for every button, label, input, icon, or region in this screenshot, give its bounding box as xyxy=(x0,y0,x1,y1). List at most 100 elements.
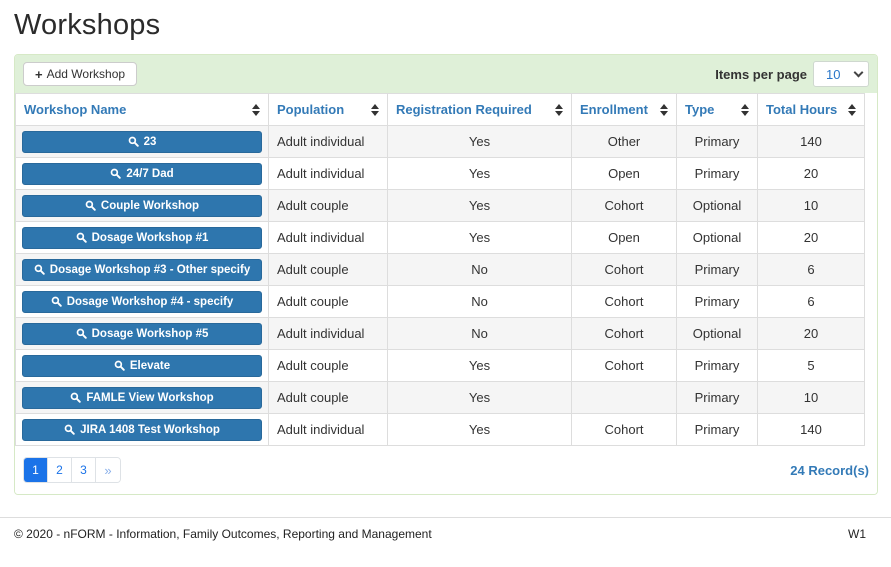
sort-icon xyxy=(555,103,563,116)
registration-required-cell: No xyxy=(387,253,572,286)
search-icon xyxy=(85,200,96,211)
workshop-name-label: Dosage Workshop #3 - Other specify xyxy=(49,263,251,276)
table-row: Dosage Workshop #5 Adult individual No C… xyxy=(15,317,865,350)
enrollment-cell: Cohort xyxy=(571,253,677,286)
environment-label: W1 xyxy=(848,527,866,541)
column-header-type[interactable]: Type xyxy=(676,93,758,126)
column-header-population[interactable]: Population xyxy=(268,93,388,126)
workshop-name-cell: JIRA 1408 Test Workshop xyxy=(15,413,269,446)
population-cell: Adult individual xyxy=(268,157,388,190)
workshop-link-button[interactable]: Dosage Workshop #1 xyxy=(22,226,262,249)
type-cell: Primary xyxy=(676,381,758,414)
total-hours-cell: 5 xyxy=(757,349,865,382)
workshop-link-button[interactable]: 24/7 Dad xyxy=(22,162,262,185)
table-row: FAMLE View Workshop Adult couple Yes Pri… xyxy=(15,381,865,414)
type-cell: Primary xyxy=(676,285,758,318)
workshop-link-button[interactable]: Dosage Workshop #3 - Other specify xyxy=(22,258,262,281)
enrollment-cell: Open xyxy=(571,157,677,190)
population-cell: Adult couple xyxy=(268,253,388,286)
workshop-link-button[interactable]: Elevate xyxy=(22,354,262,377)
workshops-table: Workshop Name Population Registration Re… xyxy=(15,93,865,446)
plus-icon: + xyxy=(35,66,43,82)
registration-required-cell: No xyxy=(387,285,572,318)
table-row: Dosage Workshop #3 - Other specify Adult… xyxy=(15,253,865,286)
table-row: Dosage Workshop #4 - specify Adult coupl… xyxy=(15,285,865,318)
search-icon xyxy=(51,296,62,307)
enrollment-cell: Other xyxy=(571,125,677,158)
workshop-link-button[interactable]: Dosage Workshop #4 - specify xyxy=(22,290,262,313)
workshop-link-button[interactable]: Couple Workshop xyxy=(22,194,262,217)
type-cell: Primary xyxy=(676,253,758,286)
column-header-total-hours[interactable]: Total Hours xyxy=(757,93,865,126)
workshop-name-cell: Couple Workshop xyxy=(15,189,269,222)
table-header-row: Workshop Name Population Registration Re… xyxy=(15,93,865,126)
workshop-name-label: Couple Workshop xyxy=(100,199,200,212)
population-cell: Adult couple xyxy=(268,285,388,318)
workshop-name-cell: Dosage Workshop #5 xyxy=(15,317,269,350)
search-icon xyxy=(70,392,82,403)
type-cell: Primary xyxy=(676,125,758,158)
search-icon xyxy=(128,136,139,147)
sort-icon xyxy=(848,103,856,116)
population-cell: Adult couple xyxy=(268,381,388,414)
column-label: Population xyxy=(277,102,345,117)
workshop-table-body: 23 Adult individual Yes Other Primary 14… xyxy=(15,125,865,446)
type-cell: Primary xyxy=(676,413,758,446)
workshop-name-label: Dosage Workshop #1 xyxy=(91,231,209,244)
workshop-name-label: 23 xyxy=(143,135,157,148)
next-page-button[interactable]: » xyxy=(96,458,120,482)
column-header-workshop-name[interactable]: Workshop Name xyxy=(15,93,269,126)
population-cell: Adult individual xyxy=(268,317,388,350)
workshop-name-cell: Dosage Workshop #3 - Other specify xyxy=(15,253,269,286)
table-row: 24/7 Dad Adult individual Yes Open Prima… xyxy=(15,157,865,190)
total-hours-cell: 20 xyxy=(757,157,865,190)
sort-icon xyxy=(252,103,260,116)
items-per-page-label: Items per page xyxy=(715,66,807,82)
workshop-name-label: Dosage Workshop #5 xyxy=(91,327,209,340)
total-hours-cell: 20 xyxy=(757,317,865,350)
total-hours-cell: 140 xyxy=(757,413,865,446)
column-label: Workshop Name xyxy=(24,102,127,117)
workshop-link-button[interactable]: FAMLE View Workshop xyxy=(22,386,262,409)
workshops-panel: + Add Workshop Items per page 10 Worksho… xyxy=(14,54,878,495)
pagination: 1 2 3 » xyxy=(23,457,121,483)
enrollment-cell: Cohort xyxy=(571,349,677,382)
page-button-3[interactable]: 3 xyxy=(72,458,96,482)
registration-required-cell: Yes xyxy=(387,381,572,414)
search-icon xyxy=(76,328,87,339)
workshop-name-label: 24/7 Dad xyxy=(126,167,174,180)
table-row: JIRA 1408 Test Workshop Adult individual… xyxy=(15,413,865,446)
page-title: Workshops xyxy=(14,9,161,41)
type-cell: Optional xyxy=(676,317,758,350)
column-header-enrollment[interactable]: Enrollment xyxy=(571,93,677,126)
sort-icon xyxy=(660,103,668,116)
enrollment-cell xyxy=(571,381,677,414)
workshop-name-cell: 24/7 Dad xyxy=(15,157,269,190)
table-container: Workshop Name Population Registration Re… xyxy=(15,93,877,446)
enrollment-cell: Cohort xyxy=(571,285,677,318)
total-hours-cell: 6 xyxy=(757,285,865,318)
table-row: Elevate Adult couple Yes Cohort Primary … xyxy=(15,349,865,382)
population-cell: Adult individual xyxy=(268,221,388,254)
sort-icon xyxy=(371,103,379,116)
workshop-link-button[interactable]: Dosage Workshop #5 xyxy=(22,322,262,345)
registration-required-cell: Yes xyxy=(387,157,572,190)
column-header-registration-required[interactable]: Registration Required xyxy=(387,93,572,126)
search-icon xyxy=(76,232,87,243)
page-button-1[interactable]: 1 xyxy=(24,458,48,482)
page-button-2[interactable]: 2 xyxy=(48,458,72,482)
search-icon xyxy=(110,168,122,179)
workshop-link-button[interactable]: JIRA 1408 Test Workshop xyxy=(22,418,262,441)
items-per-page: Items per page 10 xyxy=(715,61,869,87)
workshop-name-cell: 23 xyxy=(15,125,269,158)
items-per-page-select[interactable]: 10 xyxy=(813,61,869,87)
registration-required-cell: Yes xyxy=(387,189,572,222)
column-label: Type xyxy=(685,102,715,117)
column-label: Enrollment xyxy=(580,102,648,117)
enrollment-cell: Cohort xyxy=(571,413,677,446)
workshop-name-label: Elevate xyxy=(129,359,171,372)
workshop-link-button[interactable]: 23 xyxy=(22,130,262,153)
add-workshop-button[interactable]: + Add Workshop xyxy=(23,62,138,86)
registration-required-cell: Yes xyxy=(387,125,572,158)
panel-toolbar: + Add Workshop Items per page 10 xyxy=(15,55,877,93)
